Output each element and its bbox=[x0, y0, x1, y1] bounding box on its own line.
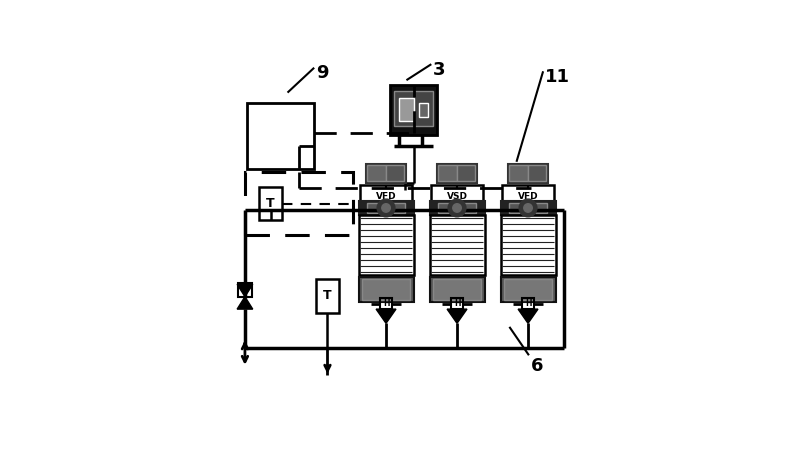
Bar bbox=[457, 165, 475, 181]
Bar bbox=[358, 277, 414, 302]
Bar bbox=[358, 215, 414, 275]
Text: 11: 11 bbox=[545, 68, 570, 86]
Text: VFD: VFD bbox=[376, 192, 396, 201]
Bar bbox=[508, 164, 549, 183]
Bar bbox=[431, 185, 482, 208]
Bar bbox=[501, 215, 555, 275]
Circle shape bbox=[453, 204, 462, 212]
Text: 9: 9 bbox=[316, 64, 329, 82]
Text: H: H bbox=[525, 299, 531, 308]
Text: T: T bbox=[323, 290, 332, 302]
Bar bbox=[316, 279, 339, 313]
Bar bbox=[510, 165, 528, 181]
Bar bbox=[522, 298, 534, 309]
Circle shape bbox=[519, 199, 537, 217]
Bar bbox=[362, 279, 410, 300]
Bar bbox=[390, 85, 437, 135]
Bar bbox=[502, 185, 554, 208]
Text: VFD: VFD bbox=[518, 192, 538, 201]
Bar bbox=[501, 201, 555, 215]
Polygon shape bbox=[237, 284, 253, 297]
Polygon shape bbox=[376, 309, 396, 323]
Bar bbox=[358, 201, 414, 215]
Bar bbox=[367, 165, 386, 181]
Bar bbox=[394, 91, 433, 126]
Bar bbox=[259, 187, 282, 220]
Bar bbox=[430, 215, 485, 275]
Text: H: H bbox=[382, 299, 390, 308]
Bar bbox=[501, 277, 555, 302]
Bar bbox=[437, 164, 478, 183]
Bar bbox=[450, 298, 463, 309]
Bar bbox=[438, 165, 457, 181]
Bar bbox=[430, 201, 485, 215]
Bar bbox=[360, 185, 412, 208]
Bar bbox=[419, 103, 428, 118]
Bar bbox=[399, 98, 414, 121]
Bar bbox=[504, 279, 552, 300]
Polygon shape bbox=[237, 297, 253, 309]
Text: 6: 6 bbox=[530, 357, 543, 375]
Bar bbox=[246, 103, 314, 169]
Circle shape bbox=[377, 199, 395, 217]
Bar bbox=[528, 165, 546, 181]
Text: T: T bbox=[266, 197, 275, 210]
Polygon shape bbox=[447, 309, 467, 323]
Bar bbox=[510, 203, 546, 213]
Text: VSD: VSD bbox=[446, 192, 467, 201]
Bar bbox=[380, 298, 393, 309]
Text: H: H bbox=[454, 299, 460, 308]
Bar bbox=[386, 165, 405, 181]
Bar bbox=[238, 283, 252, 297]
Circle shape bbox=[524, 204, 532, 212]
Polygon shape bbox=[518, 309, 538, 323]
Text: 3: 3 bbox=[433, 61, 446, 79]
Bar bbox=[433, 279, 481, 300]
Circle shape bbox=[448, 199, 466, 217]
Bar bbox=[367, 203, 405, 213]
Text: X: X bbox=[242, 285, 248, 294]
Circle shape bbox=[382, 204, 390, 212]
Bar bbox=[366, 164, 406, 183]
Bar bbox=[438, 203, 476, 213]
Bar bbox=[245, 172, 354, 235]
Bar bbox=[430, 277, 485, 302]
